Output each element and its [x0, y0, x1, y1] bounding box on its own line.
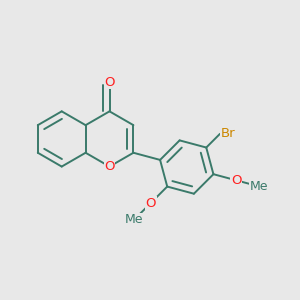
Text: Me: Me [125, 213, 143, 226]
Text: O: O [146, 197, 156, 210]
Text: O: O [231, 174, 241, 187]
Text: Me: Me [250, 180, 268, 193]
Text: O: O [104, 76, 115, 89]
Text: O: O [104, 160, 115, 173]
Text: Br: Br [221, 128, 235, 140]
